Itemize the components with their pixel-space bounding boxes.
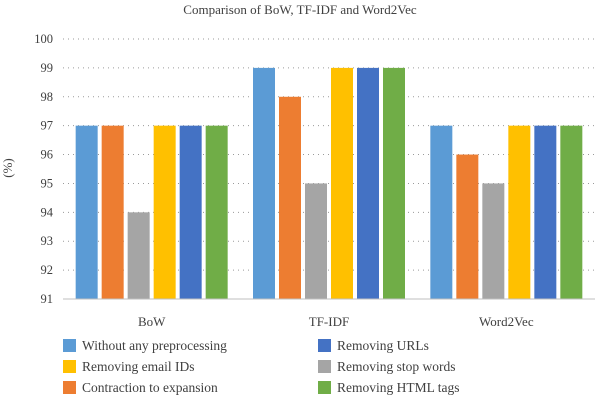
legend: Without any preprocessing Removing email … — [63, 338, 460, 395]
legend-swatch — [63, 381, 76, 394]
category-label: Word2Vec — [479, 314, 534, 329]
bar-tf-idf-series-1 — [279, 96, 301, 300]
chart-title: Comparison of BoW, TF-IDF and Word2Vec — [183, 2, 417, 17]
bar-bow-series-0 — [75, 125, 98, 300]
bar-bow-series-3 — [153, 125, 176, 300]
legend-swatch — [318, 339, 331, 352]
legend-item: Contraction to expansion — [63, 380, 218, 395]
legend-label: Removing email IDs — [82, 359, 194, 374]
legend-label: Contraction to expansion — [82, 380, 218, 395]
gridlines — [63, 38, 595, 271]
legend-swatch — [318, 381, 331, 394]
legend-label: Removing URLs — [337, 338, 429, 353]
y-tick-label: 99 — [41, 61, 54, 75]
legend-label: Without any preprocessing — [82, 338, 227, 353]
y-tick-label: 95 — [41, 176, 54, 190]
y-tick-label: 93 — [41, 234, 54, 248]
legend-item: Removing URLs — [318, 338, 429, 353]
bar-bow-series-4 — [179, 125, 202, 300]
bar-word2vec-series-3 — [508, 125, 531, 300]
x-tick-labels: BoW TF-IDF Word2Vec — [138, 314, 534, 329]
y-tick-label: 91 — [41, 292, 54, 306]
bar-tf-idf-series-4 — [357, 67, 379, 299]
bar-bow-series-2 — [127, 212, 150, 299]
y-tick-label: 100 — [34, 32, 53, 46]
legend-item: Removing email IDs — [63, 359, 194, 374]
legend-item: Removing HTML tags — [318, 380, 460, 395]
y-tick-labels: 91 92 93 94 95 96 97 98 99 100 — [34, 32, 54, 306]
legend-item: Removing stop words — [318, 359, 456, 374]
bar-word2vec-series-5 — [560, 125, 583, 300]
y-tick-label: 92 — [41, 263, 54, 277]
bar-word2vec-series-4 — [534, 125, 557, 300]
y-tick-label: 97 — [41, 119, 54, 133]
y-tick-label: 98 — [41, 90, 54, 104]
bar-tf-idf-series-3 — [331, 67, 353, 299]
legend-item: Without any preprocessing — [63, 338, 227, 353]
bar-tf-idf-series-2 — [305, 183, 327, 299]
bars — [75, 67, 583, 300]
legend-swatch — [318, 360, 331, 373]
legend-swatch — [63, 339, 76, 352]
y-tick-label: 94 — [41, 205, 54, 219]
y-axis-label: (%) — [0, 158, 15, 178]
legend-swatch — [63, 360, 76, 373]
bar-tf-idf-series-5 — [383, 67, 405, 299]
category-label: TF-IDF — [309, 314, 349, 329]
bar-bow-series-5 — [205, 125, 228, 300]
y-tick-label: 96 — [41, 148, 54, 162]
bar-word2vec-series-0 — [430, 125, 453, 300]
bar-word2vec-series-2 — [482, 183, 505, 299]
legend-label: Removing stop words — [337, 359, 456, 374]
bar-tf-idf-series-0 — [253, 67, 275, 299]
category-label: BoW — [138, 314, 166, 329]
bar-word2vec-series-1 — [456, 154, 479, 299]
bar-bow-series-1 — [101, 125, 124, 300]
legend-label: Removing HTML tags — [337, 380, 460, 395]
